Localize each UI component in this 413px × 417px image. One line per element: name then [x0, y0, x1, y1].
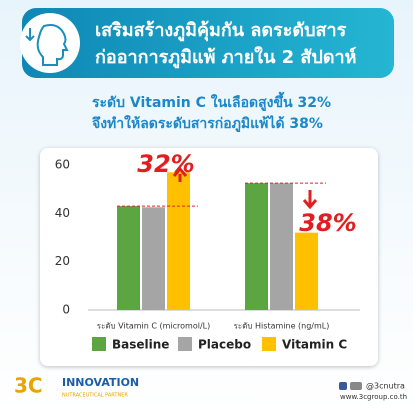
x-tick-label: ระดับ Vitamin C (micromol/L)	[97, 322, 210, 331]
icon-circle	[20, 13, 80, 73]
chart: 0 20 40 60 ระดับ Vitamin C (micromol/L) ระดับ…	[55, 150, 360, 352]
down-arrow	[302, 190, 318, 210]
legend-label: Baseline	[112, 338, 169, 352]
header-banner	[22, 8, 394, 78]
subtitle: ระดับ Vitamin C ในเลือดสูงขึ้น 32%	[92, 91, 331, 111]
header-title: เสริมสร้างภูมิคุ้มกัน ลดระดับสาร	[95, 20, 347, 42]
facebook-icon	[339, 382, 347, 390]
legend-swatch	[92, 337, 106, 351]
annotation: 32%	[137, 150, 194, 178]
tagline: NUTRACEUTICAL PARTNER	[62, 393, 128, 399]
subtitle: จึงทำให้ลดระดับสารก่อภูมิแพ้ได้ 38%	[91, 114, 323, 132]
arrow-icon	[25, 28, 35, 42]
y-tick-label: 20	[55, 254, 70, 268]
header-title: ก่ออาการภูมิแพ้ ภายใน 2 สัปดาห์	[95, 46, 357, 69]
legend-label: Vitamin C	[282, 338, 347, 352]
y-tick-label: 60	[55, 158, 70, 172]
bar	[245, 183, 268, 310]
bar	[167, 172, 190, 310]
legend-label: Placebo	[198, 338, 251, 352]
chart-panel	[40, 148, 378, 366]
line-icon	[350, 382, 362, 390]
legend-swatch	[178, 337, 192, 351]
x-tick-label: ระดับ Histamine (ng/mL)	[234, 322, 330, 331]
y-tick-label: 40	[55, 206, 70, 220]
bar	[142, 207, 165, 310]
head-icon	[36, 24, 69, 66]
bar	[295, 232, 318, 310]
brand-logo: 3C	[14, 374, 43, 398]
legend-swatch	[262, 337, 276, 351]
website: www.3cgroup.co.th	[340, 393, 407, 401]
bar	[270, 183, 293, 310]
social: @3cnutra	[366, 382, 405, 391]
bar	[117, 206, 140, 310]
company-name: INNOVATION	[62, 376, 139, 389]
annotation: 38%	[299, 209, 356, 237]
y-tick-label: 0	[62, 303, 70, 317]
up-arrow	[172, 166, 188, 182]
